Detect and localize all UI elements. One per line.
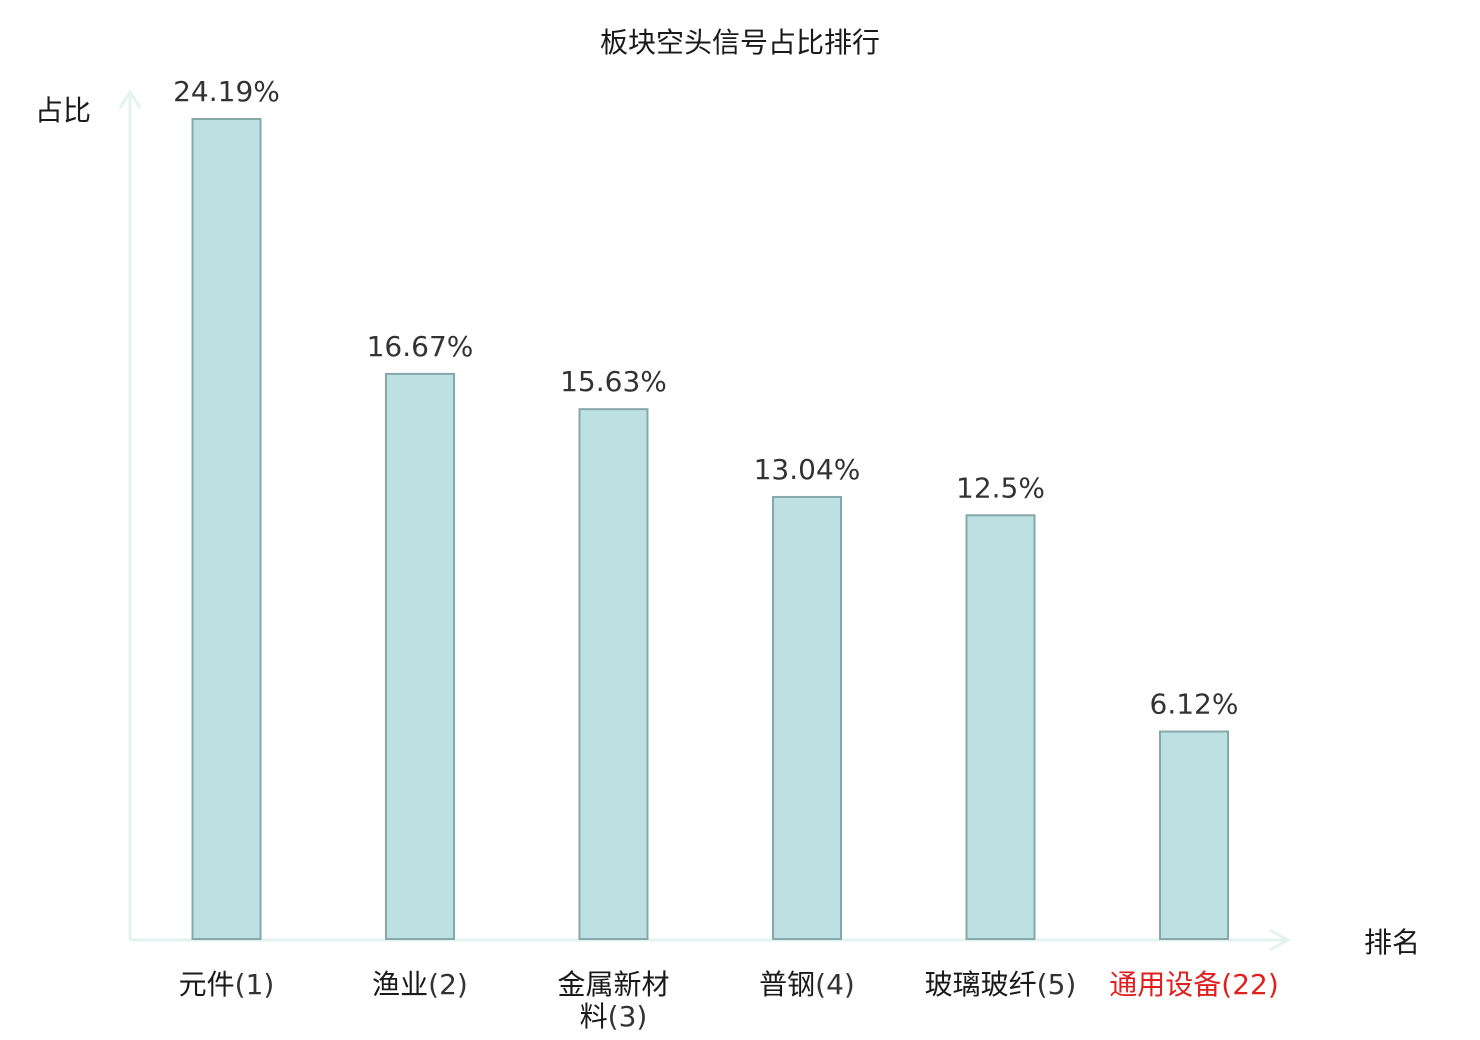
value-label-3: 15.63%	[560, 365, 667, 398]
value-label-1: 24.19%	[173, 75, 280, 108]
bar-1	[191, 118, 262, 940]
y-axis-label: 占比	[35, 94, 91, 127]
value-label-4: 13.04%	[754, 453, 861, 486]
chart-title: 板块空头信号占比排行	[600, 26, 880, 59]
category-label-1: 元件(1)	[179, 968, 275, 1001]
category-label-2: 渔业(2)	[372, 968, 468, 1001]
y-axis: 占比	[35, 89, 142, 940]
bar-5	[965, 514, 1036, 940]
bars-group	[191, 118, 1229, 940]
category-label-6: 通用设备(22)	[1109, 968, 1279, 1001]
bar-6	[1159, 730, 1229, 940]
category-label-5: 玻璃玻纤(5)	[925, 968, 1077, 1001]
x-axis: 排名	[130, 926, 1420, 959]
x-axis-arrow-icon	[1269, 928, 1292, 952]
bar-4	[772, 495, 842, 940]
value-label-2: 16.67%	[367, 330, 474, 363]
x-axis-label: 排名	[1364, 926, 1420, 959]
value-label-6: 6.12%	[1150, 688, 1239, 721]
category-label-3: 金属新材料(3)	[557, 968, 669, 1033]
category-label-4: 普钢(4)	[759, 968, 855, 1001]
value-label-5: 12.5%	[956, 471, 1045, 504]
y-axis-arrow-icon	[118, 89, 142, 109]
bar-2	[385, 372, 455, 940]
bar-3	[578, 408, 649, 940]
value-labels-group: 24.19% 16.67% 15.63% 13.04% 12.5% 6.12%	[173, 75, 1238, 721]
category-labels-group: 元件(1) 渔业(2) 金属新材料(3) 普钢(4) 玻璃玻纤(5) 通用设备(22)	[179, 968, 1279, 1033]
